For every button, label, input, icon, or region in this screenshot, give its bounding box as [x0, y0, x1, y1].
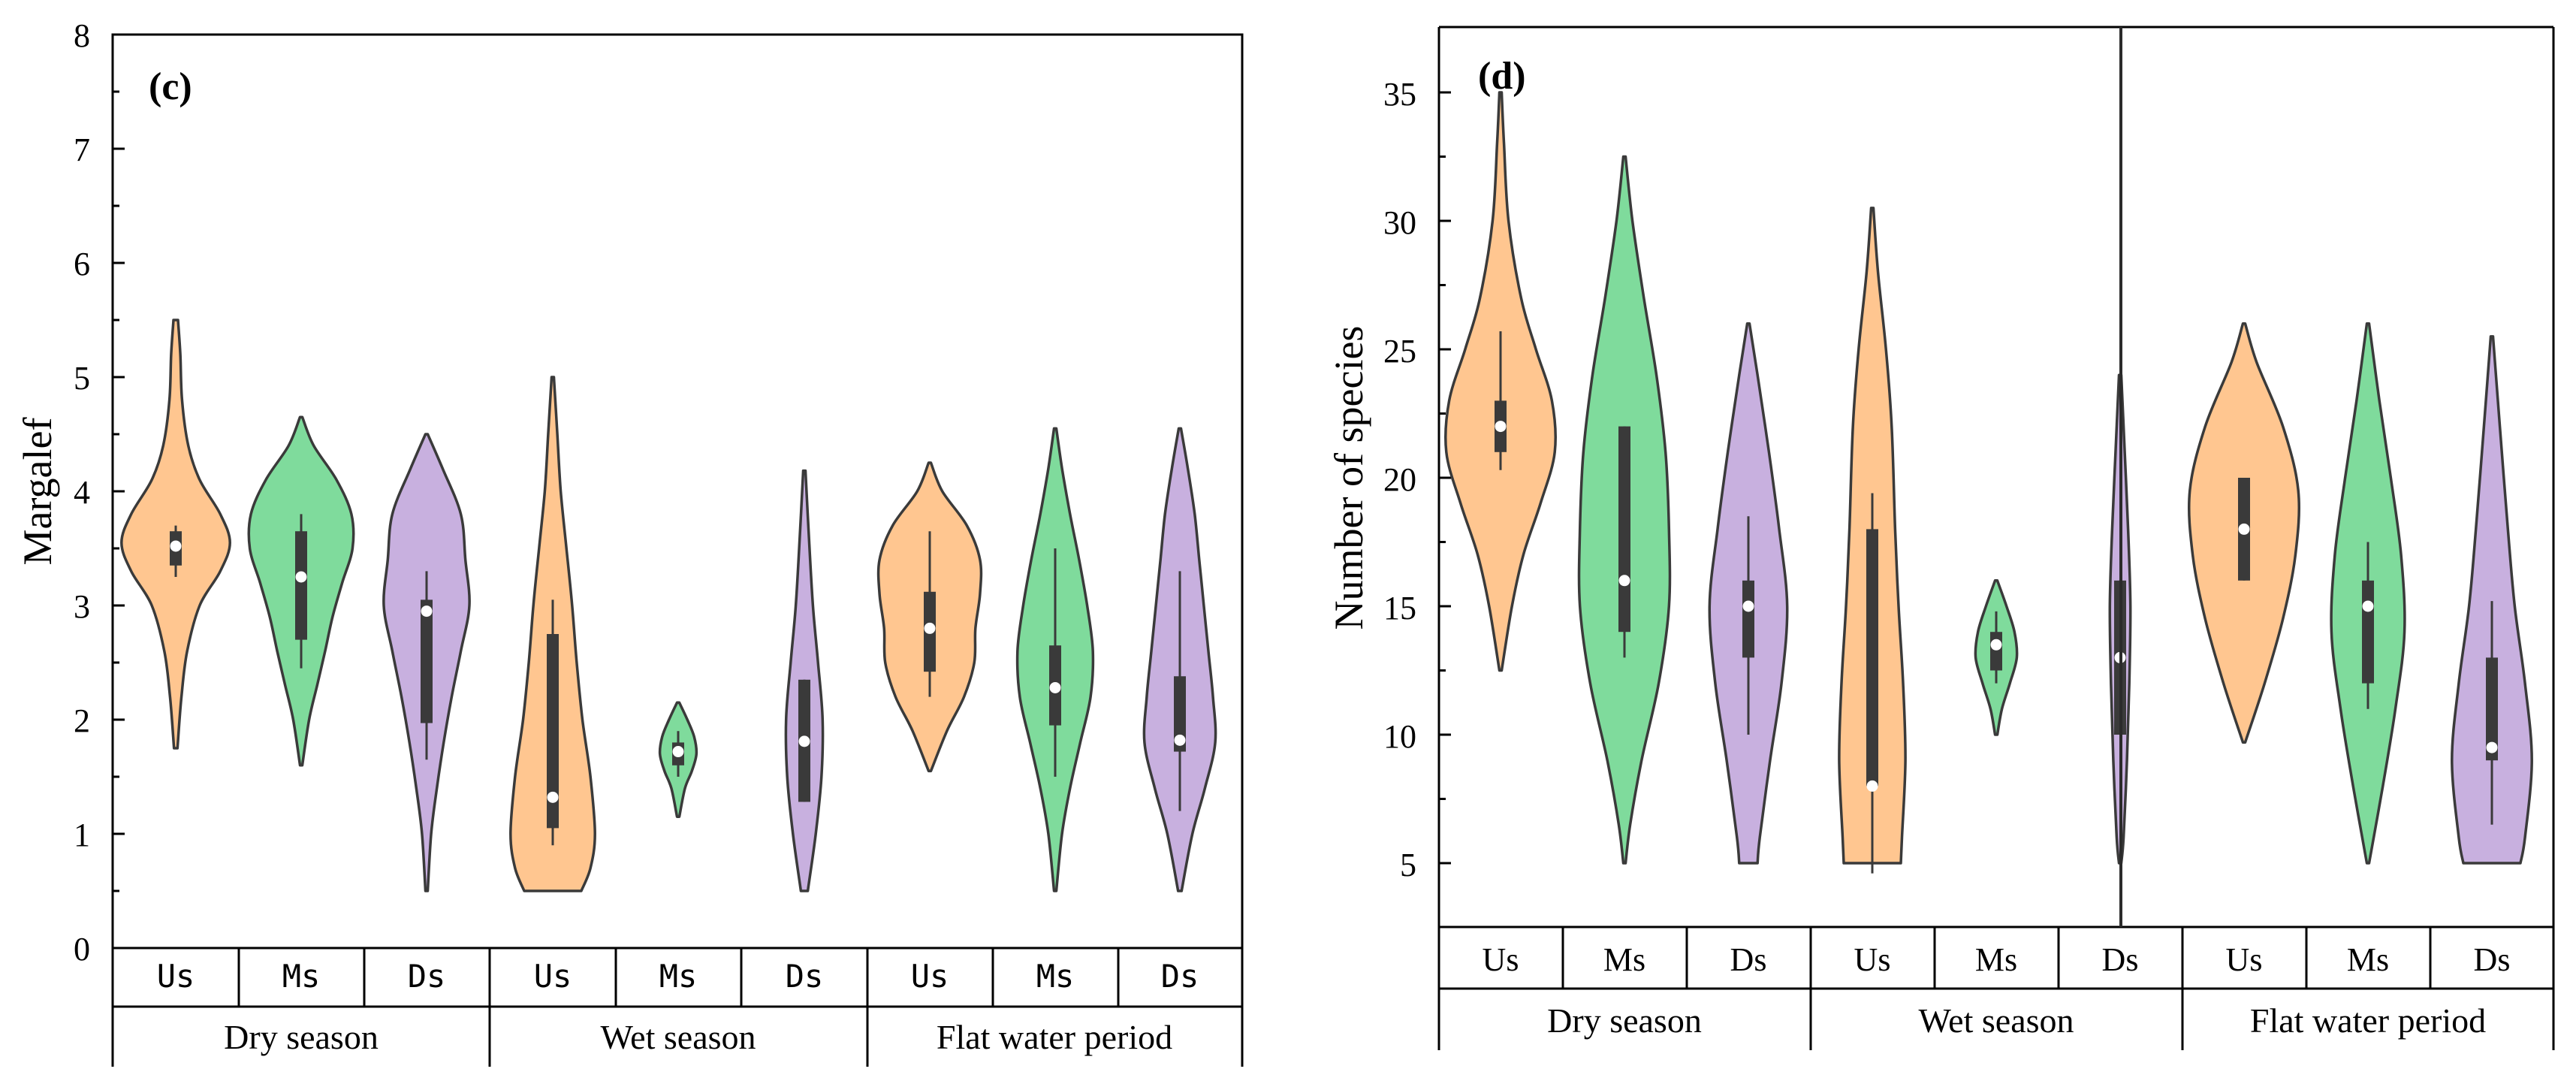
violin-median-dot: [421, 605, 433, 617]
y-tick-label: 6: [74, 246, 90, 282]
category-axis: Us Ms Ds Us Ms Ds Us Ms Ds Dry season We…: [111, 948, 1244, 1067]
x-tick-label: Us: [911, 958, 949, 995]
category-axis: Us Ms Ds Us Ms Ds Us Ms Ds Dry season We…: [1437, 927, 2555, 1050]
y-tick-label: 2: [74, 702, 90, 739]
violin-iqr-box: [1618, 426, 1630, 633]
group-label: Dry season: [224, 1018, 379, 1056]
x-tick-label: Us: [2226, 941, 2263, 978]
group-label: Wet season: [600, 1018, 756, 1056]
violin-median-dot: [672, 746, 684, 758]
violin-median-dot: [2362, 600, 2374, 612]
x-tick-label: Ms: [1603, 941, 1645, 978]
x-tick-label: Us: [1483, 941, 1519, 978]
x-tick-label: Ds: [2474, 941, 2511, 978]
x-tick-label: Ms: [1975, 941, 2017, 978]
violin-iqr-box: [1742, 580, 1754, 658]
violin-median-dot: [1990, 639, 2002, 651]
x-tick-label: Ds: [786, 958, 824, 995]
x-tick-label: Ds: [408, 958, 446, 995]
violin-body-ds: [2451, 335, 2533, 865]
y-tick-label: 15: [1383, 590, 1416, 627]
violin-median-dot: [1742, 600, 1754, 612]
y-tick-label: 25: [1383, 333, 1416, 370]
violins: [120, 319, 1217, 892]
violin-median-dot: [1618, 575, 1630, 587]
panel-label: (c): [149, 65, 192, 108]
violin-median-dot: [1495, 421, 1507, 433]
y-axis-label: Number of species: [1326, 326, 1371, 630]
y-tick-label: 5: [1400, 847, 1416, 883]
group-label: Flat water period: [2250, 1001, 2486, 1040]
violin-median-dot: [2238, 523, 2250, 535]
violin-median-dot: [1866, 780, 1878, 792]
x-tick-label: Ms: [659, 958, 698, 995]
violin-median-dot: [547, 791, 559, 803]
group-label: Dry season: [1547, 1001, 1702, 1040]
x-tick-label: Ds: [2102, 941, 2139, 978]
violin-median-dot: [924, 622, 936, 634]
y-axis-label: Margalef: [15, 418, 60, 566]
x-tick-label: Ds: [1161, 958, 1199, 995]
y-axis-ticks: [1439, 91, 1451, 865]
x-tick-label: Us: [157, 958, 195, 995]
y-axis-ticks: [113, 33, 125, 950]
x-tick-label: Us: [1854, 941, 1891, 978]
violin-iqr-box: [2486, 657, 2498, 761]
violin-iqr-box: [421, 599, 433, 723]
violin-median-dot: [798, 735, 810, 747]
violin-iqr-box: [295, 531, 307, 640]
violin-iqr-box: [1174, 676, 1186, 752]
violin-iqr-box: [547, 634, 559, 829]
violin-median-dot: [1174, 734, 1186, 746]
y-tick-label: 7: [74, 131, 90, 168]
panel-c-margalef: 0 1 2 3 4 5 6 7 8 Margalef (c) Us Ms: [15, 17, 1244, 1067]
x-tick-label: Ms: [282, 958, 321, 995]
violin-iqr-box: [1866, 529, 1878, 787]
y-tick-labels: 5 10 15 20 25 30 35: [1383, 76, 1416, 883]
x-tick-label: Us: [534, 958, 572, 995]
y-tick-label: 0: [74, 931, 90, 968]
x-tick-label: Ms: [1036, 958, 1075, 995]
y-tick-label: 5: [74, 360, 90, 397]
y-tick-label: 10: [1383, 718, 1416, 755]
group-label: Wet season: [1918, 1001, 2074, 1040]
violin-median-dot: [2486, 741, 2498, 753]
y-tick-label: 4: [74, 474, 90, 511]
x-tick-label: Ms: [2347, 941, 2389, 978]
y-tick-label: 8: [74, 17, 90, 54]
y-tick-label: 30: [1383, 204, 1416, 241]
y-tick-label: 3: [74, 588, 90, 625]
y-tick-label: 35: [1383, 76, 1416, 113]
x-tick-label: Ds: [1730, 941, 1767, 978]
violin-median-dot: [170, 540, 182, 552]
y-tick-label: 1: [74, 817, 90, 853]
violin-iqr-box: [1990, 632, 2002, 671]
violin-median-dot: [1049, 681, 1061, 693]
panel-d-number-of-species: 5 10 15 20 25 30 35 Number of species (d…: [1326, 26, 2555, 1050]
y-tick-labels: 0 1 2 3 4 5 6 7 8: [74, 17, 90, 968]
panel-label: (d): [1478, 55, 1526, 98]
group-label: Flat water period: [937, 1018, 1172, 1056]
violin-median-dot: [295, 571, 307, 583]
y-tick-label: 20: [1383, 461, 1416, 498]
violins: [1443, 91, 2533, 874]
violin-iqr-box: [2362, 580, 2374, 684]
